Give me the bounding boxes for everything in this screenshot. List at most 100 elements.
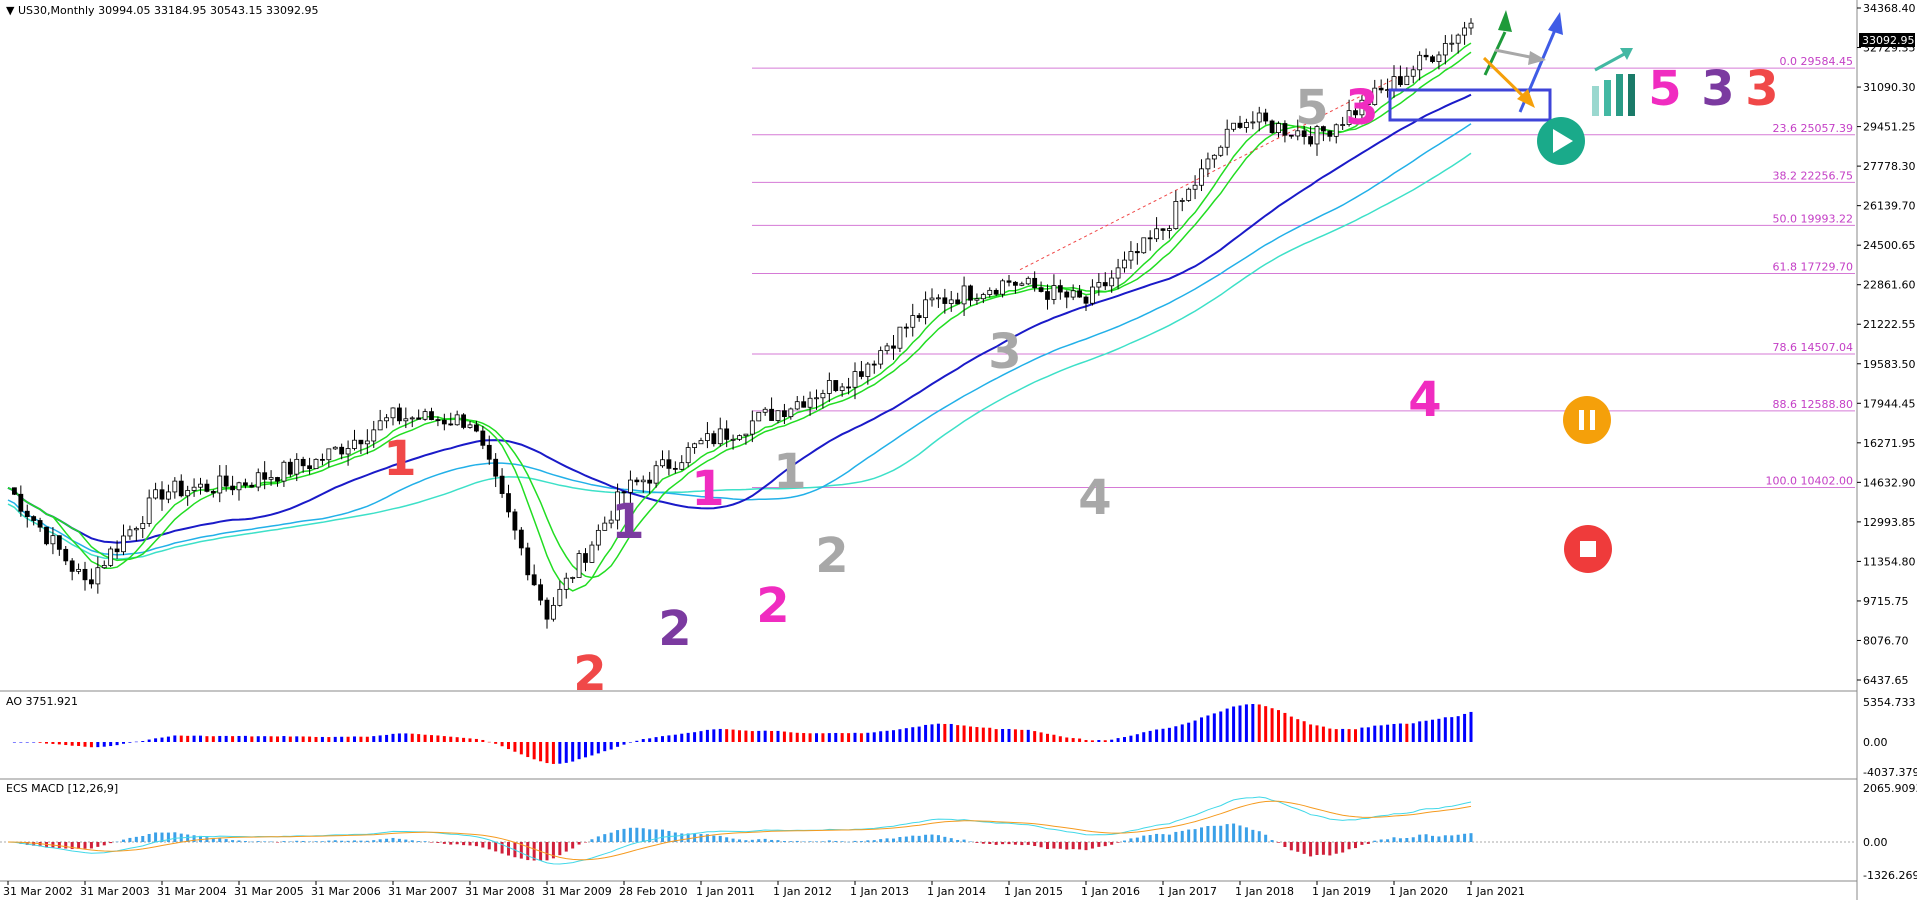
macd-histogram-bar [1206, 826, 1210, 842]
ao-bar [1097, 740, 1101, 742]
ao-bar [468, 738, 472, 742]
ao-bar [981, 727, 985, 742]
macd-histogram-bar [750, 839, 754, 842]
ao-bar [1135, 734, 1139, 742]
macd-histogram-bar [526, 842, 530, 861]
candle-body [76, 568, 81, 572]
macd-histogram-bar [1026, 842, 1030, 845]
candle-body [1051, 285, 1057, 300]
ao-bar [821, 733, 825, 742]
macd-histogram-bar [147, 833, 151, 842]
candle-body [1070, 290, 1076, 298]
candle-body [1423, 54, 1429, 58]
macd-histogram-bar [1193, 829, 1197, 842]
macd-histogram-bar [199, 835, 202, 842]
ao-label: AO 3751.921 [6, 695, 78, 708]
macd-histogram-bar [1001, 842, 1005, 845]
candle-body [884, 345, 890, 352]
candle-body [814, 397, 819, 400]
candle-body [1115, 267, 1121, 279]
ao-bar [192, 735, 196, 742]
stop-icon[interactable] [1564, 525, 1612, 573]
ao-bar [141, 740, 145, 742]
ao-tick-label: -4037.379 [1863, 766, 1917, 779]
ao-bar [1264, 706, 1268, 742]
ao-bar [346, 736, 350, 742]
macd-histogram-bar [449, 842, 453, 845]
candle-body [1167, 228, 1172, 231]
ao-bar [1347, 729, 1351, 742]
macd-histogram-bar [134, 836, 138, 842]
ao-bar [122, 742, 125, 744]
ao-bar [295, 736, 299, 742]
candle-body [300, 458, 306, 467]
macd-histogram-bar [975, 842, 979, 843]
macd-histogram-bar [1373, 840, 1377, 842]
candle-body [968, 285, 973, 301]
ao-bar [930, 724, 934, 742]
time-tick-label: 1 Jan 2014 [927, 885, 986, 898]
candle-body [737, 435, 742, 440]
play-icon[interactable] [1537, 117, 1585, 165]
ao-bar [962, 725, 966, 742]
ao-bar [1206, 715, 1210, 742]
time-tick-label: 1 Jan 2019 [1312, 885, 1371, 898]
candle-body [1096, 282, 1102, 288]
awesome-oscillator [12, 704, 1473, 764]
pause-icon[interactable] [1563, 396, 1611, 444]
ao-bar [1071, 738, 1075, 742]
macd-histogram-bar [988, 842, 992, 844]
macd-histogram-bar [661, 829, 664, 842]
candle-body [461, 414, 466, 428]
arrow-up-green-icon [1483, 31, 1507, 76]
macd-histogram-bar [1123, 840, 1126, 842]
current-price-label: 33092.95 [1862, 34, 1915, 47]
ao-bar [1431, 719, 1434, 742]
time-tick-label: 31 Mar 2009 [542, 885, 612, 898]
arrow-up-blue-head-icon [1548, 12, 1563, 35]
ao-bar [1392, 723, 1396, 742]
candle-body [762, 408, 768, 413]
candle-body [1468, 22, 1474, 29]
ao-bar [1334, 729, 1338, 742]
macd-histogram-bar [898, 837, 902, 842]
candle-body [916, 315, 922, 319]
ao-bar [1052, 734, 1056, 742]
fib-level-label: 100.0 10402.00 [1766, 474, 1853, 487]
candle-body [1218, 146, 1224, 156]
macd-histogram-bar [1277, 842, 1280, 843]
candle-body [1077, 290, 1082, 298]
ao-bar [532, 742, 536, 760]
macd-histogram-bar [166, 832, 170, 842]
macd-histogram-bar [763, 838, 767, 842]
macd-histogram-bar [1167, 834, 1171, 842]
candle-body [756, 411, 762, 422]
ao-bar [956, 725, 960, 742]
ao-bar [641, 739, 645, 742]
candle-body [936, 297, 941, 300]
candle-body [506, 493, 511, 513]
ao-tick-label: 5354.733 [1863, 696, 1916, 709]
ao-bar [397, 733, 401, 742]
macd-histogram-bar [397, 838, 401, 842]
ao-bar [1046, 733, 1049, 742]
ao-bar [1065, 737, 1069, 742]
ao-bar [1469, 711, 1473, 742]
candle-body [31, 516, 37, 521]
ao-bar [51, 742, 55, 744]
macd-histogram-bar [288, 841, 292, 842]
chart-header-icon[interactable]: ▼ [6, 4, 15, 17]
macd-histogram-bar [231, 840, 235, 842]
ao-bar [847, 733, 851, 742]
ao-bar [301, 736, 305, 742]
macd-histogram-bar [1289, 842, 1293, 851]
ao-bar [744, 730, 748, 742]
candle-body [551, 604, 556, 620]
candle-body [852, 371, 858, 388]
ao-bar [430, 735, 433, 742]
ao-bar [1296, 719, 1300, 742]
candle-body [666, 459, 672, 469]
ao-bar [1418, 721, 1422, 742]
